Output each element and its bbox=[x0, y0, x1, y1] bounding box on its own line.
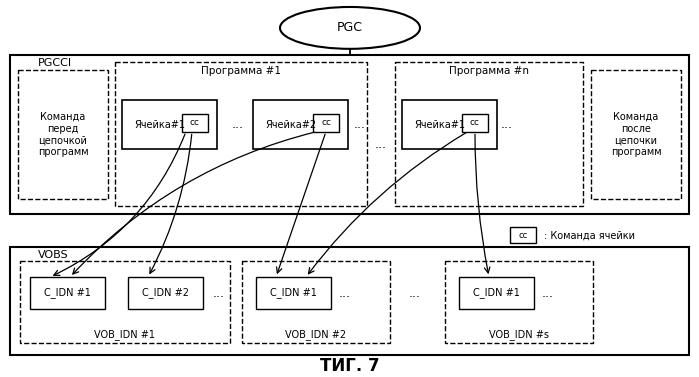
Text: Программа #n: Программа #n bbox=[449, 66, 529, 76]
Text: C_IDN #1: C_IDN #1 bbox=[473, 288, 520, 299]
Text: C_IDN #1: C_IDN #1 bbox=[270, 288, 317, 299]
Bar bbox=[462, 113, 488, 132]
Text: ...: ... bbox=[232, 118, 244, 131]
Text: ...: ... bbox=[354, 118, 366, 131]
Text: : Команда ячейки: : Команда ячейки bbox=[544, 230, 635, 240]
Bar bbox=[253, 100, 348, 150]
Bar bbox=[445, 261, 593, 343]
Text: PGC: PGC bbox=[337, 21, 363, 34]
Text: ...: ... bbox=[375, 138, 387, 151]
Text: C_IDN #2: C_IDN #2 bbox=[142, 288, 189, 299]
Text: cc: cc bbox=[190, 118, 200, 127]
Text: C_IDN #1: C_IDN #1 bbox=[44, 288, 91, 299]
Bar bbox=[18, 70, 108, 199]
Bar bbox=[10, 55, 689, 214]
Bar bbox=[20, 261, 230, 343]
Bar bbox=[510, 227, 536, 243]
Text: cc: cc bbox=[321, 118, 331, 127]
Text: Ячейка#1: Ячейка#1 bbox=[415, 120, 466, 130]
Text: Команда
перед
цепочкой
программ: Команда перед цепочкой программ bbox=[38, 112, 88, 157]
Bar bbox=[402, 100, 497, 150]
Bar bbox=[115, 62, 367, 206]
Text: cc: cc bbox=[470, 118, 480, 127]
Text: cc: cc bbox=[519, 231, 528, 240]
Text: VOBS: VOBS bbox=[38, 250, 69, 260]
Text: VOB_IDN #1: VOB_IDN #1 bbox=[94, 329, 155, 340]
Text: ...: ... bbox=[542, 288, 554, 300]
Bar bbox=[256, 277, 331, 309]
Text: Ячейка#1: Ячейка#1 bbox=[134, 120, 185, 130]
Text: PGCCI: PGCCI bbox=[38, 58, 72, 68]
Text: ...: ... bbox=[339, 288, 351, 300]
Text: VOB_IDN #2: VOB_IDN #2 bbox=[285, 329, 347, 340]
Text: ...: ... bbox=[213, 288, 225, 300]
Bar bbox=[313, 113, 339, 132]
Bar bbox=[30, 277, 105, 309]
Text: VOB_IDN #s: VOB_IDN #s bbox=[489, 329, 549, 340]
Bar bbox=[459, 277, 534, 309]
Text: ΤИГ. 7: ΤИГ. 7 bbox=[320, 357, 380, 375]
Bar bbox=[122, 100, 217, 150]
Bar bbox=[10, 247, 689, 355]
Text: ...: ... bbox=[501, 118, 513, 131]
Bar bbox=[591, 70, 681, 199]
Bar bbox=[395, 62, 583, 206]
Bar bbox=[128, 277, 203, 309]
Text: Программа #1: Программа #1 bbox=[201, 66, 281, 76]
Text: ...: ... bbox=[409, 288, 421, 300]
Text: Ячейка#2: Ячейка#2 bbox=[266, 120, 317, 130]
Ellipse shape bbox=[280, 7, 420, 49]
Bar bbox=[242, 261, 390, 343]
Text: Команда
после
цепочки
программ: Команда после цепочки программ bbox=[611, 112, 661, 157]
Bar bbox=[182, 113, 208, 132]
